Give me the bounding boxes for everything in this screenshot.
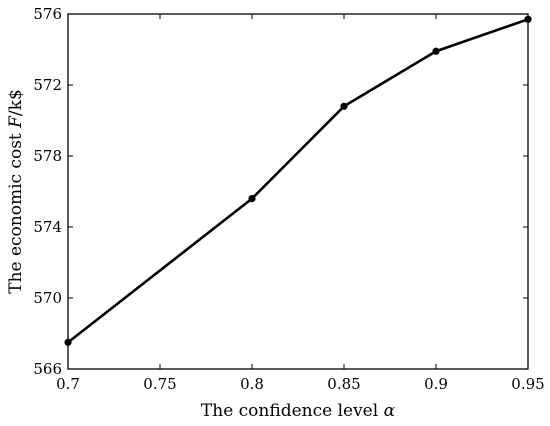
x-tick-label: 0.7 (56, 375, 80, 393)
data-point (248, 195, 256, 203)
y-axis-title-suffix: /k$ (6, 89, 26, 116)
series-layer (64, 15, 532, 346)
x-axis-title-symbol: α (384, 401, 396, 421)
y-tick-label: 578 (33, 147, 62, 165)
plot-frame (67, 13, 529, 370)
data-point (432, 47, 440, 55)
x-tick-label: 0.85 (327, 375, 360, 393)
tick-labels: 0.7 0.75 0.8 0.85 0.9 0.95 566 570 574 578 572 576 (33, 5, 544, 393)
x-tick-label: 0.75 (143, 375, 176, 393)
x-axis-title: The confidence level α (201, 401, 396, 421)
y-tick-label: 572 (33, 76, 62, 94)
series-line (67, 18, 529, 344)
y-tick-label: 566 (33, 360, 62, 378)
x-tick-label: 0.95 (511, 375, 544, 393)
y-axis-title-symbol: F (6, 115, 26, 129)
y-axis-title-text: The economic cost (6, 128, 26, 294)
y-tick-label: 574 (33, 218, 62, 236)
x-axis-title-text: The confidence level (201, 401, 384, 421)
y-axis-title: The economic cost F/k$ (6, 89, 26, 294)
y-tick-label: 570 (33, 289, 62, 307)
x-tick-label: 0.9 (424, 375, 448, 393)
axis-ticks (67, 13, 529, 370)
data-point (340, 102, 348, 110)
y-tick-label: 576 (33, 5, 62, 23)
x-tick-label: 0.8 (240, 375, 264, 393)
